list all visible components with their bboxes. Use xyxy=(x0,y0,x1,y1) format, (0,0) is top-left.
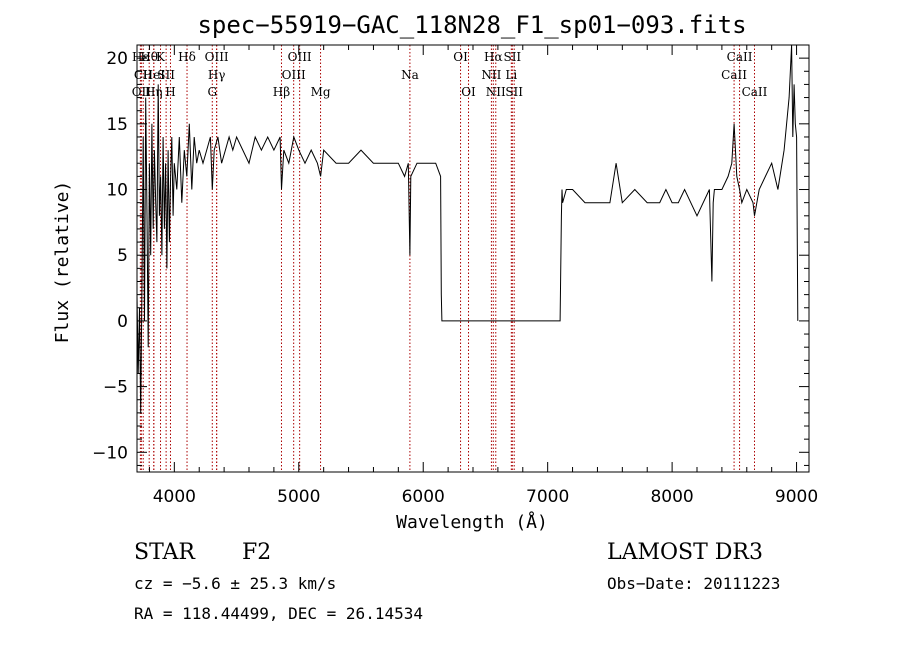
spectral-line-label: Hθ xyxy=(140,50,158,64)
spectral-line-label: SII xyxy=(503,50,521,64)
spectral-line-label: CaII xyxy=(742,85,768,99)
y-tick-label: 20 xyxy=(106,49,128,69)
spectral-line-label: H xyxy=(165,85,175,99)
y-tick-label: −5 xyxy=(103,378,128,398)
spectral-line-label: OIII xyxy=(205,50,229,64)
spectral-line-label: Hε xyxy=(132,50,149,64)
spectral-line-label: Mg xyxy=(311,85,331,99)
y-tick-label: 10 xyxy=(106,181,128,201)
spectral-line-markers xyxy=(139,45,755,472)
x-tick-label: 4000 xyxy=(153,487,196,507)
survey-name: LAMOST DR3 xyxy=(607,540,763,565)
y-axis-ticks: −10 −5 0 5 10 15 20 xyxy=(92,44,809,466)
chart-title: spec−55919−GAC_118N28_F1_sp01−093.fits xyxy=(197,11,746,39)
x-tick-label: 6000 xyxy=(402,487,445,507)
spectral-line-label: Li xyxy=(505,68,517,82)
x-tick-label: 5000 xyxy=(277,487,320,507)
spectral-line-label: Hγ xyxy=(208,68,226,82)
plot-frame xyxy=(136,44,810,473)
object-class: STAR xyxy=(134,540,196,565)
spectral-line-label: OIII xyxy=(288,50,312,64)
object-subclass: F2 xyxy=(242,540,271,565)
spectral-line-label: CaII xyxy=(727,50,753,64)
spectrum-line xyxy=(136,44,799,413)
x-axis-label: Wavelength (Å) xyxy=(396,511,548,533)
y-axis-label: Flux (relative) xyxy=(52,181,73,344)
y-tick-label: −10 xyxy=(92,443,128,463)
spectral-line-label: Hα xyxy=(484,50,503,64)
spectral-line-label: HeI xyxy=(143,68,166,82)
y-tick-label: 5 xyxy=(117,246,128,266)
spectral-line-label: Hη xyxy=(145,85,163,99)
coordinates-info: RA = 118.44499, DEC = 26.14534 xyxy=(134,604,423,623)
redshift-info: cz = −5.6 ± 25.3 km/s xyxy=(134,574,336,593)
x-tick-label: 8000 xyxy=(650,487,693,507)
spectral-line-label: SII xyxy=(505,85,523,99)
x-axis-ticks: 4000 5000 6000 7000 8000 9000 xyxy=(148,45,818,507)
observation-date: Obs−Date: 20111223 xyxy=(607,574,780,593)
spectral-line-label: OI xyxy=(461,85,476,99)
spectral-line-label: Hβ xyxy=(273,85,290,99)
spectral-line-label: OIII xyxy=(282,68,306,82)
y-tick-label: 0 xyxy=(117,312,128,332)
y-tick-label: 15 xyxy=(106,115,128,135)
spectral-line-label: SII xyxy=(157,68,175,82)
spectral-line-label: CaII xyxy=(721,68,747,82)
spectral-line-label: K xyxy=(156,50,166,64)
x-tick-label: 9000 xyxy=(775,487,818,507)
spectral-line-label: NII xyxy=(486,85,506,99)
spectral-line-label: Hδ xyxy=(178,50,196,64)
spectral-line-label: G xyxy=(207,85,217,99)
spectral-line-label: NII xyxy=(481,68,501,82)
spectral-line-label: OI xyxy=(453,50,468,64)
x-tick-label: 7000 xyxy=(526,487,569,507)
spectral-line-label: Na xyxy=(401,68,419,82)
